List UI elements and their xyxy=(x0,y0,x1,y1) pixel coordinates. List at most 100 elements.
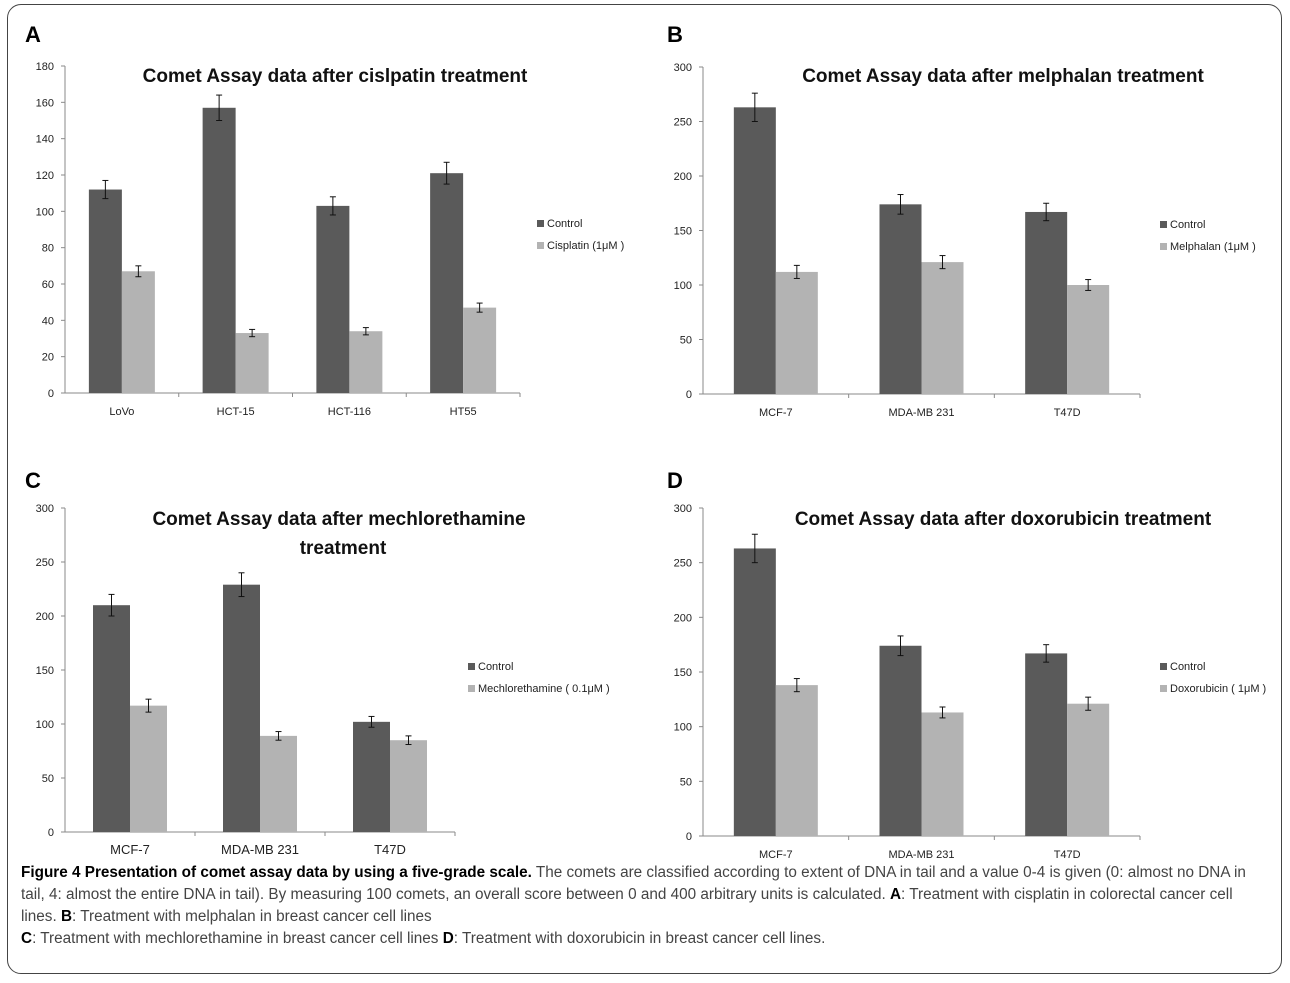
panel-a-y-tick-label: 120 xyxy=(36,170,54,182)
panel-d-legend-label: Control xyxy=(1170,661,1205,673)
panel-b-category-label: MCF-7 xyxy=(759,407,793,419)
panel-d-y-tick-label: 0 xyxy=(686,831,692,843)
panel-a-y-tick-label: 40 xyxy=(42,315,54,327)
panel-b-y-tick-label: 0 xyxy=(686,389,692,401)
caption-title: Figure 4 Presentation of comet assay dat… xyxy=(21,864,532,881)
panel-c-category-label: MDA-MB 231 xyxy=(221,842,299,857)
panel-c-bar-treatment xyxy=(130,705,167,832)
caption-item-c-letter: C xyxy=(21,930,33,947)
panel-b-bar-control xyxy=(733,107,776,394)
caption-item-b-text: : Treatment with melphalan in breast can… xyxy=(72,908,432,925)
panel-c-bar-treatment xyxy=(390,740,427,832)
panel-d-y-tick-label: 300 xyxy=(674,503,692,515)
panel-d-bar-control xyxy=(733,548,776,836)
panel-a-bar-treatment xyxy=(121,271,155,393)
panel-c-title-line-2: treatment xyxy=(300,538,387,559)
panel-a-category-label: HCT-15 xyxy=(217,406,255,418)
panel-d-category-label: T47D xyxy=(1054,849,1081,860)
panel-c-bar-control xyxy=(93,605,130,832)
panel-c-legend-swatch xyxy=(468,663,475,670)
panel-a-y-tick-label: 140 xyxy=(36,134,54,146)
panel-c-title-line-1: Comet Assay data after mechlorethamine xyxy=(152,509,525,530)
panel-c-legend-label: Mechlorethamine ( 0.1μM ) xyxy=(478,683,610,695)
panel-a-y-tick-label: 80 xyxy=(42,243,54,255)
panel-d-title: Comet Assay data after doxorubicin treat… xyxy=(795,509,1212,530)
panel-b-y-tick-label: 200 xyxy=(674,171,692,183)
caption-item-c-text: : Treatment with mechlorethamine in brea… xyxy=(32,930,443,947)
figure-caption: Figure 4 Presentation of comet assay dat… xyxy=(21,862,1271,950)
panel-a-bar-control xyxy=(202,107,236,394)
caption-body: The comets are classified according to e… xyxy=(21,864,1246,903)
panel-b-legend-label: Melphalan (1μM ) xyxy=(1170,241,1256,253)
panel-d-legend-swatch xyxy=(1160,663,1167,670)
panel-b-y-tick-label: 100 xyxy=(674,280,692,292)
panel-c: C Comet Assay data after mechlorethamine… xyxy=(25,468,610,857)
panel-d-letter: D xyxy=(667,468,683,493)
panel-a-bar-control xyxy=(316,205,350,393)
caption-item-a-letter: A xyxy=(889,886,902,903)
panel-a-bar-treatment xyxy=(235,333,269,393)
figure-frame xyxy=(7,4,1282,974)
panel-c-bar-control xyxy=(353,721,390,832)
panel-a-bar-treatment xyxy=(463,307,497,393)
panel-b-title: Comet Assay data after melphalan treatme… xyxy=(802,66,1204,87)
panel-d-y-tick-label: 250 xyxy=(674,558,692,570)
panel-b-y-tick-label: 50 xyxy=(680,335,692,347)
panel-a-category-label: LoVo xyxy=(109,406,134,418)
panel-c-y-tick-label: 150 xyxy=(36,665,54,677)
panel-a-legend-label: Cisplatin (1μM ) xyxy=(547,240,624,252)
panel-b-category-label: MDA-MB 231 xyxy=(888,407,954,419)
panel-a-category-label: HT55 xyxy=(450,406,477,418)
panel-d-legend-swatch xyxy=(1160,685,1167,692)
panel-a-y-tick-label: 60 xyxy=(42,279,54,291)
panel-b-letter: B xyxy=(667,22,683,47)
panel-d-category-label: MDA-MB 231 xyxy=(888,849,954,860)
panel-b-bar-treatment xyxy=(921,262,964,394)
panel-a-bar-control xyxy=(430,173,464,393)
panel-d-y-tick-label: 50 xyxy=(680,776,692,788)
panel-b-y-tick-label: 250 xyxy=(674,117,692,129)
panel-d-bar-control xyxy=(1025,653,1068,836)
panel-a-category-label: HCT-116 xyxy=(328,406,371,418)
caption-item-d-letter: D xyxy=(442,930,454,947)
panel-b: B Comet Assay data after melphalan treat… xyxy=(667,22,1256,419)
panel-b-bar-treatment xyxy=(775,271,818,394)
panel-d-bar-control xyxy=(879,645,922,836)
panel-b-category-label: T47D xyxy=(1054,407,1081,419)
panel-b-legend-swatch xyxy=(1160,243,1167,250)
panel-a-y-tick-label: 160 xyxy=(36,97,54,109)
panel-d: D Comet Assay data after doxorubicin tre… xyxy=(667,468,1266,860)
panel-c-bar-treatment xyxy=(260,735,297,832)
panel-d-y-tick-label: 200 xyxy=(674,612,692,624)
panel-d-bar-treatment xyxy=(1067,703,1110,836)
panel-a-letter: A xyxy=(25,22,41,47)
panel-b-legend-swatch xyxy=(1160,221,1167,228)
panel-d-legend-label: Doxorubicin ( 1μM ) xyxy=(1170,683,1266,695)
panel-c-y-tick-label: 300 xyxy=(36,503,54,515)
panel-c-y-tick-label: 0 xyxy=(48,827,54,839)
panel-d-bar-treatment xyxy=(921,712,964,836)
panel-c-bar-control xyxy=(223,584,260,832)
panel-d-category-label: MCF-7 xyxy=(759,849,793,860)
panel-b-y-tick-label: 300 xyxy=(674,62,692,74)
panel-c-y-tick-label: 50 xyxy=(42,773,54,785)
panel-b-bar-control xyxy=(879,204,922,394)
panel-b-bar-control xyxy=(1025,211,1068,394)
caption-item-a-text: : Treatment with cisplatin in colorectal… xyxy=(21,886,1233,925)
panel-c-legend-swatch xyxy=(468,685,475,692)
panel-c-legend-label: Control xyxy=(478,661,513,673)
caption-item-d-text: : Treatment with doxorubicin in breast c… xyxy=(453,930,826,947)
panel-a-legend-swatch xyxy=(537,220,544,227)
panel-a-y-tick-label: 180 xyxy=(36,61,54,73)
panel-a-legend-label: Control xyxy=(547,218,582,230)
panel-a-y-tick-label: 0 xyxy=(48,388,54,400)
panel-d-y-tick-label: 100 xyxy=(674,722,692,734)
panel-b-bar-treatment xyxy=(1067,285,1110,394)
caption-item-b-letter: B xyxy=(60,908,73,925)
panel-a-bar-control xyxy=(88,189,122,393)
panel-c-letter: C xyxy=(25,468,41,493)
panel-c-y-tick-label: 250 xyxy=(36,557,54,569)
panel-a-y-tick-label: 100 xyxy=(36,206,54,218)
panel-c-category-label: T47D xyxy=(374,842,406,857)
panel-b-legend-label: Control xyxy=(1170,219,1205,231)
